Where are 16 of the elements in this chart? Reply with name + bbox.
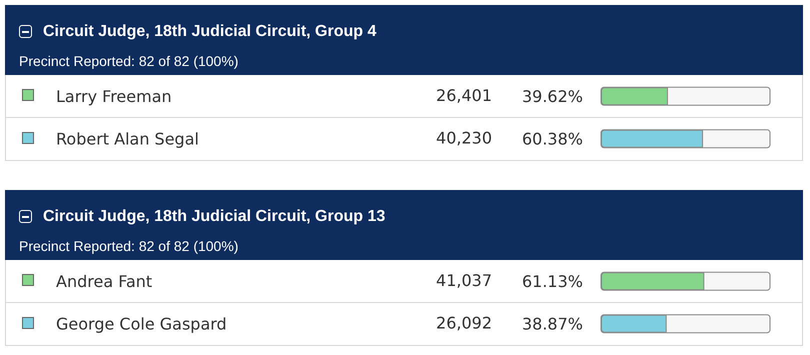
text: Circuit Judge, 18th Judicial Circuit, Group 13 xyxy=(43,208,386,226)
text: 26,092 xyxy=(436,313,492,332)
data-label: 60.38% xyxy=(522,129,583,148)
y-tick-label: Larry Freeman xyxy=(56,86,172,106)
y-tick-label: Andrea Fant xyxy=(56,272,152,291)
text: 40,230 xyxy=(436,128,492,148)
text: 41,037 xyxy=(436,270,492,290)
y-tick-label: George Cole Gaspard xyxy=(56,314,227,334)
data-label: 38.87% xyxy=(522,314,583,334)
y-tick-label: Robert Alan Segal xyxy=(56,129,199,148)
data-label: 39.62% xyxy=(522,86,583,106)
text: Precinct Reported: 82 of 82 (100%) xyxy=(19,53,238,69)
text: Circuit Judge, 18th Judicial Circuit, Group 4 xyxy=(43,23,376,41)
text: Precinct Reported: 82 of 82 (100%) xyxy=(19,238,238,254)
text: 26,401 xyxy=(436,86,492,105)
data-label: 61.13% xyxy=(522,272,583,291)
